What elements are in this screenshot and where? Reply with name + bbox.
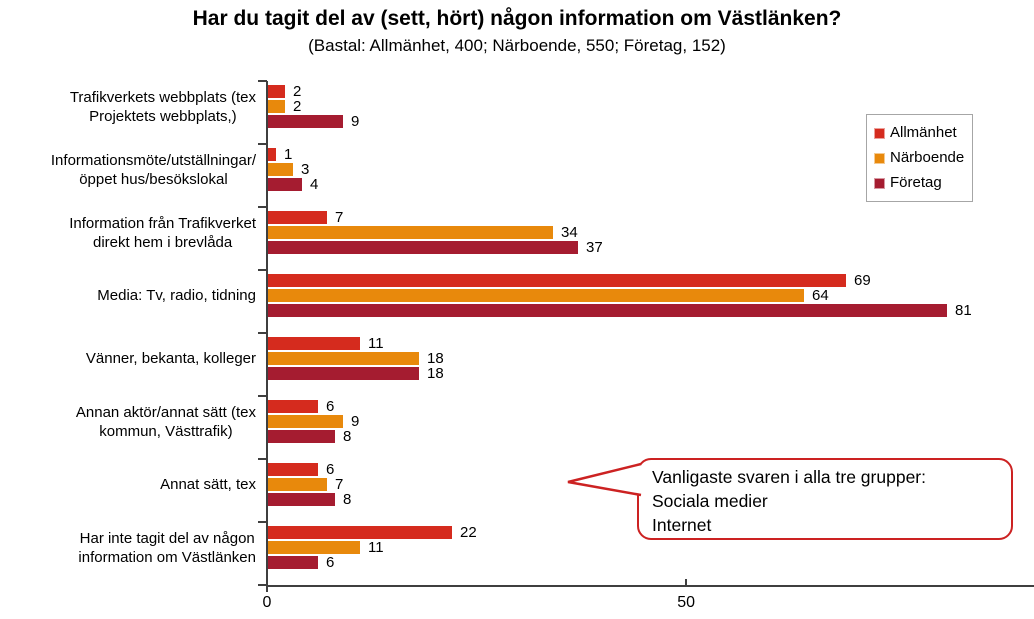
category-label: Vänner, bekanta, kolleger: [0, 327, 256, 390]
category-label-text: Informationsmöte/utställningar/ öppet hu…: [50, 151, 256, 188]
category-label: Trafikverkets webbplats (tex Projektets …: [0, 75, 256, 138]
category-label-text: Vänner, bekanta, kolleger: [85, 350, 256, 367]
bar: [268, 211, 327, 224]
category-label: Media: Tv, radio, tidning: [0, 264, 256, 327]
legend-swatch-allmanhet-icon: [874, 127, 885, 139]
bar: [268, 274, 846, 287]
category-label: Har inte tagit del av någon information …: [0, 516, 256, 579]
bar-value-label: 2: [293, 98, 302, 115]
bar: [268, 367, 419, 380]
x-tick-label: 50: [677, 594, 696, 611]
legend-swatch-narboende-icon: [874, 152, 885, 164]
y-axis-line: [266, 81, 268, 592]
bar-value-label: 6: [326, 398, 335, 415]
category-label-text: Information från Trafikverket direkt hem…: [69, 214, 256, 251]
bar: [268, 478, 327, 491]
bar-value-label: 7: [335, 476, 344, 493]
bar: [268, 493, 335, 506]
bar: [268, 526, 452, 539]
chart-title: Har du tagit del av (sett, hört) någon i…: [192, 7, 842, 30]
bar: [268, 289, 804, 302]
bar-value-label: 3: [301, 161, 310, 178]
bar-value-label: 9: [351, 413, 360, 430]
callout-text-line: Vanligaste svaren i alla tre grupper:: [652, 467, 926, 487]
bar-value-label: 8: [343, 428, 352, 445]
category-label: Annat sätt, tex: [0, 453, 256, 516]
legend-item: Närboende: [874, 149, 965, 167]
y-axis-tick: [258, 458, 267, 460]
y-axis-tick: [258, 80, 267, 82]
legend-swatch-foretag-icon: [874, 177, 885, 189]
y-axis-tick: [258, 521, 267, 523]
bar-value-label: 81: [955, 302, 972, 319]
bar-value-label: 11: [368, 335, 384, 352]
bar-value-label: 69: [854, 272, 871, 289]
bar-value-label: 18: [427, 365, 444, 382]
bar: [268, 541, 360, 554]
bar: [268, 415, 343, 428]
legend-item: Allmänhet: [874, 124, 965, 142]
category-label: Informationsmöte/utställningar/ öppet hu…: [0, 138, 256, 201]
callout-text-line: Internet: [652, 515, 712, 535]
bar: [268, 85, 285, 98]
bar: [268, 352, 419, 365]
category-label-text: Trafikverkets webbplats (tex Projektets …: [69, 88, 256, 125]
bar-value-label: 4: [310, 176, 319, 193]
bar-value-label: 6: [326, 461, 335, 478]
x-tick-label: 0: [262, 594, 272, 611]
bar: [268, 178, 302, 191]
category-label-text: Annat sätt, tex: [160, 476, 256, 493]
bar-value-label: 18: [427, 350, 444, 367]
bar-value-label: 9: [351, 113, 360, 130]
bar-value-label: 2: [293, 83, 302, 100]
legend-label: Allmänhet: [890, 124, 957, 141]
bar-value-label: 64: [812, 287, 829, 304]
legend-label: Närboende: [890, 149, 965, 166]
bar-value-label: 8: [343, 491, 352, 508]
y-axis-tick: [258, 332, 267, 334]
bar: [268, 115, 343, 128]
bar: [268, 337, 360, 350]
y-axis-tick: [258, 143, 267, 145]
bar-value-label: 7: [335, 209, 344, 226]
category-label-text: Har inte tagit del av någon information …: [78, 529, 256, 566]
category-label: Annan aktör/annat sätt (tex kommun, Väst…: [0, 390, 256, 453]
bar-value-label: 1: [284, 146, 293, 163]
category-label: Information från Trafikverket direkt hem…: [0, 201, 256, 264]
x-axis-line: [266, 585, 1034, 587]
bar: [268, 556, 318, 569]
callout-bubble: Vanligaste svaren i alla tre grupper: So…: [637, 458, 1013, 540]
bar: [268, 148, 276, 161]
y-axis-tick: [258, 269, 267, 271]
bar: [268, 163, 293, 176]
x-axis-tick: [685, 579, 688, 585]
y-axis-tick: [258, 584, 267, 586]
bar: [268, 241, 578, 254]
y-axis-tick: [258, 395, 267, 397]
legend-label: Företag: [890, 174, 942, 191]
bar-value-label: 6: [326, 554, 335, 571]
legend-item: Företag: [874, 174, 965, 192]
bar-value-label: 34: [561, 224, 578, 241]
bar: [268, 463, 318, 476]
category-label-text: Media: Tv, radio, tidning: [97, 287, 256, 304]
legend: Allmänhet Närboende Företag: [866, 114, 973, 202]
category-label-text: Annan aktör/annat sätt (tex kommun, Väst…: [75, 403, 256, 440]
bar: [268, 304, 947, 317]
bar-value-label: 37: [586, 239, 603, 256]
bar-value-label: 11: [368, 539, 384, 556]
bar: [268, 226, 553, 239]
y-axis-tick: [258, 206, 267, 208]
bar: [268, 430, 335, 443]
bar: [268, 400, 318, 413]
chart-subtitle: (Bastal: Allmänhet, 400; Närboende, 550;…: [308, 36, 726, 55]
bar-value-label: 22: [460, 524, 477, 541]
callout-tail-icon: [567, 462, 642, 497]
bar: [268, 100, 285, 113]
callout-text-line: Sociala medier: [652, 491, 768, 511]
